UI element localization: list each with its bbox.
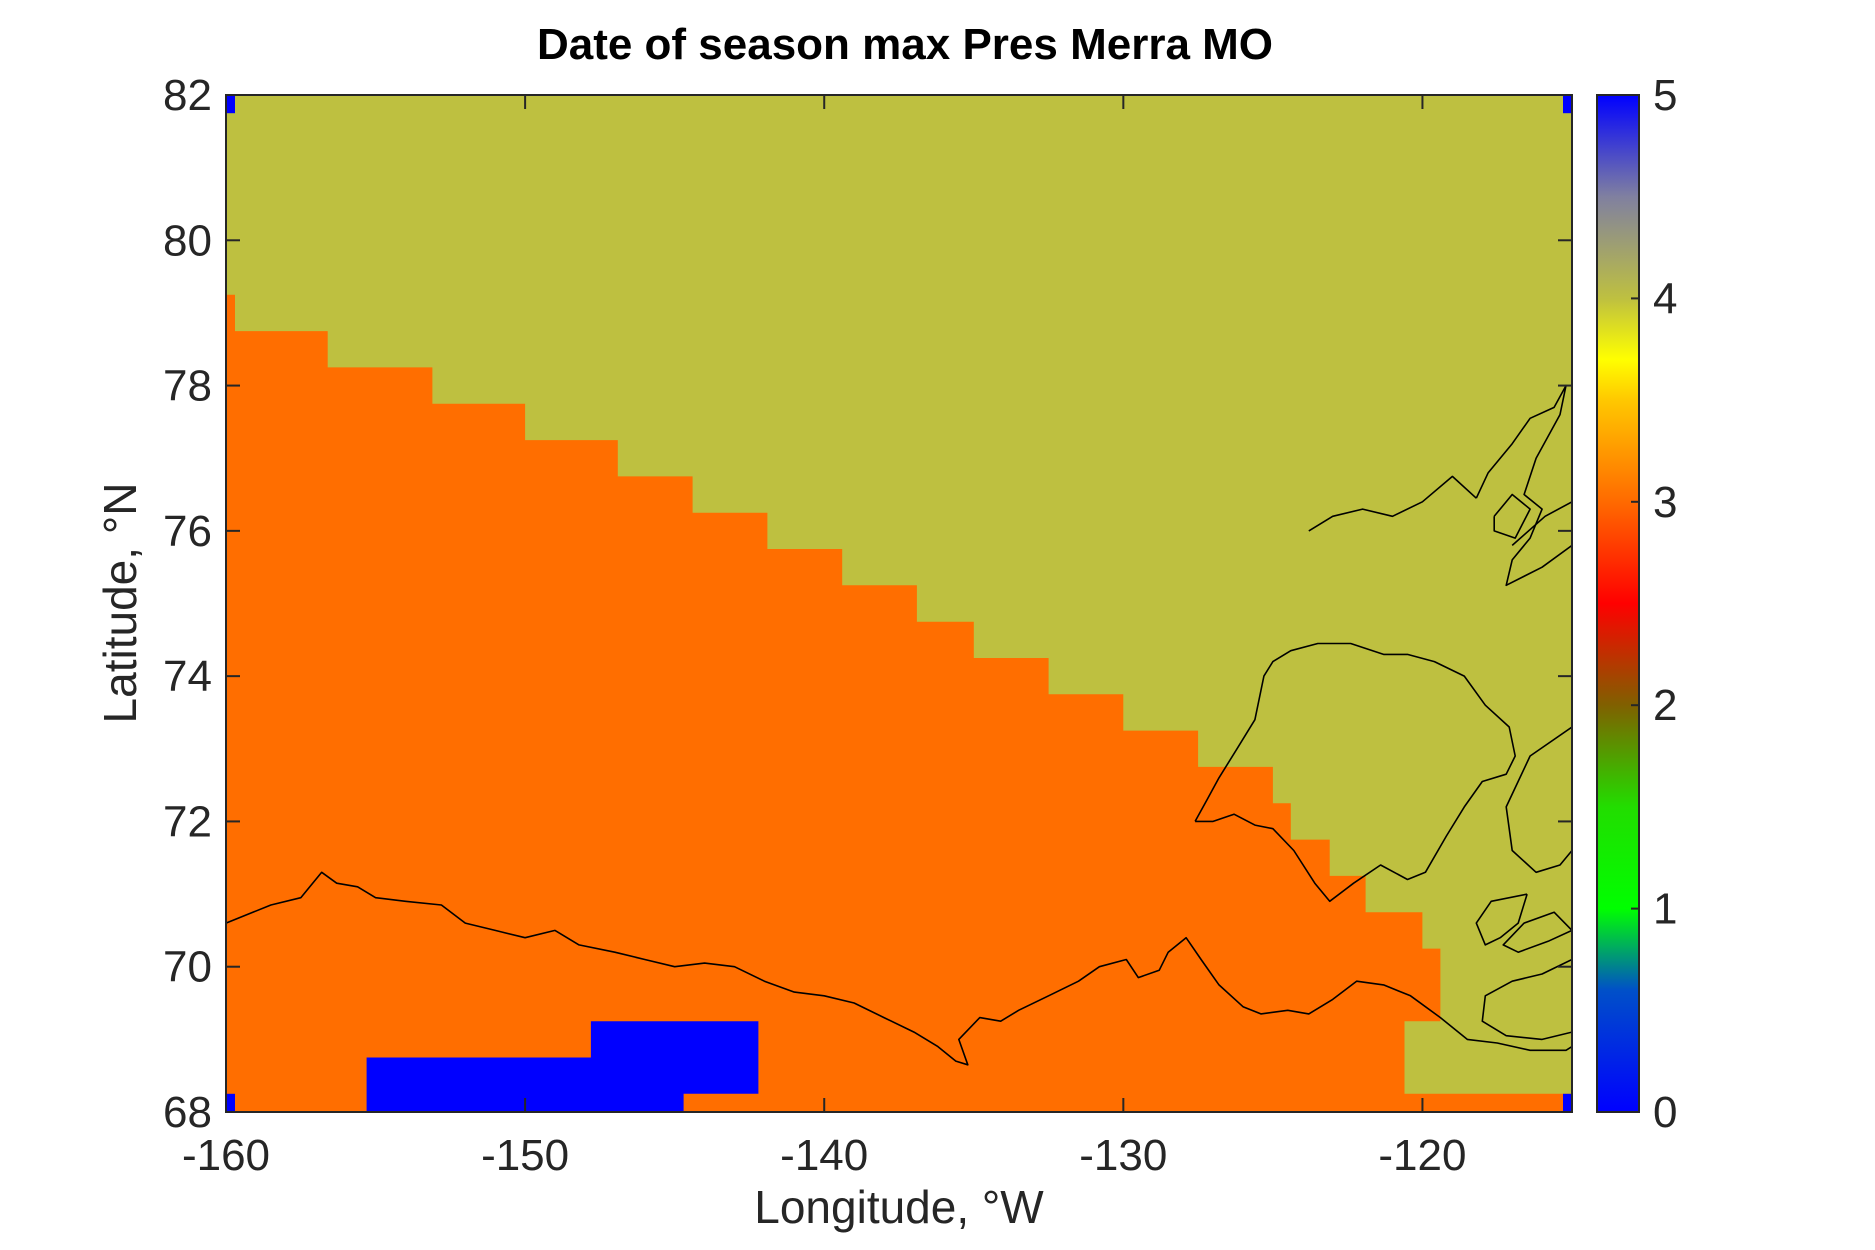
coastline-7 <box>1493 493 1531 539</box>
x-tick-label: -160 <box>182 1131 270 1180</box>
region-value-0-3 <box>1563 95 1572 114</box>
coastline-9 <box>1475 893 1528 946</box>
colorbar-tick-label: 5 <box>1653 71 1677 120</box>
x-tick-label: -150 <box>481 1131 569 1180</box>
colorbar-axis: 0 1 2 3 4 5 <box>1631 71 1677 1137</box>
colorbar <box>1596 94 1640 1113</box>
x-tick-label: -140 <box>780 1131 868 1180</box>
x-axis: -160 -150 -140 -130 -120 <box>182 95 1466 1180</box>
y-axis-label: Latitude, °N <box>94 482 146 724</box>
x-tick-label: -130 <box>1079 1131 1167 1180</box>
coastline-4 <box>1502 911 1572 954</box>
coastline-0 <box>226 871 1572 1066</box>
y-tick-label: 68 <box>163 1088 212 1137</box>
y-tick-label: 70 <box>163 943 212 992</box>
region-value-0-1 <box>366 1021 759 1112</box>
plot-frame <box>225 94 1573 1113</box>
y-tick-label: 82 <box>163 71 212 120</box>
x-tick-label: -120 <box>1378 1131 1466 1180</box>
y-tick-label: 80 <box>163 216 212 265</box>
y-axis: 68 70 72 74 76 78 80 82 <box>163 71 1572 1137</box>
y-tick-label: 72 <box>163 797 212 846</box>
coastline-layer <box>226 384 1572 1066</box>
colorbar-tick-label: 4 <box>1653 274 1677 323</box>
region-value-3-0 <box>226 294 1572 1112</box>
colorbar-tick-label: 3 <box>1653 478 1677 527</box>
y-tick-label: 74 <box>163 652 212 701</box>
region-value-0-5 <box>1563 1093 1572 1112</box>
coastline-3 <box>1481 958 1572 1041</box>
coastline-6 <box>1511 501 1572 546</box>
colorbar-tick-label: 2 <box>1653 681 1677 730</box>
region-layer <box>226 95 1572 1112</box>
coastline-1 <box>1194 642 1516 903</box>
y-tick-label: 76 <box>163 507 212 556</box>
region-value-0-4 <box>226 1093 235 1112</box>
chart-title: Date of season max Pres Merra MO <box>536 20 1274 69</box>
x-axis-label: Longitude, °W <box>754 1181 1044 1233</box>
colorbar-tick-label: 1 <box>1653 885 1677 934</box>
region-value-0-2 <box>226 95 235 114</box>
coastline-8 <box>1308 475 1477 532</box>
coastline-2 <box>1505 726 1572 874</box>
y-tick-label: 78 <box>163 362 212 411</box>
colorbar-tick-label: 0 <box>1653 1088 1677 1137</box>
coastline-5 <box>1475 384 1572 587</box>
